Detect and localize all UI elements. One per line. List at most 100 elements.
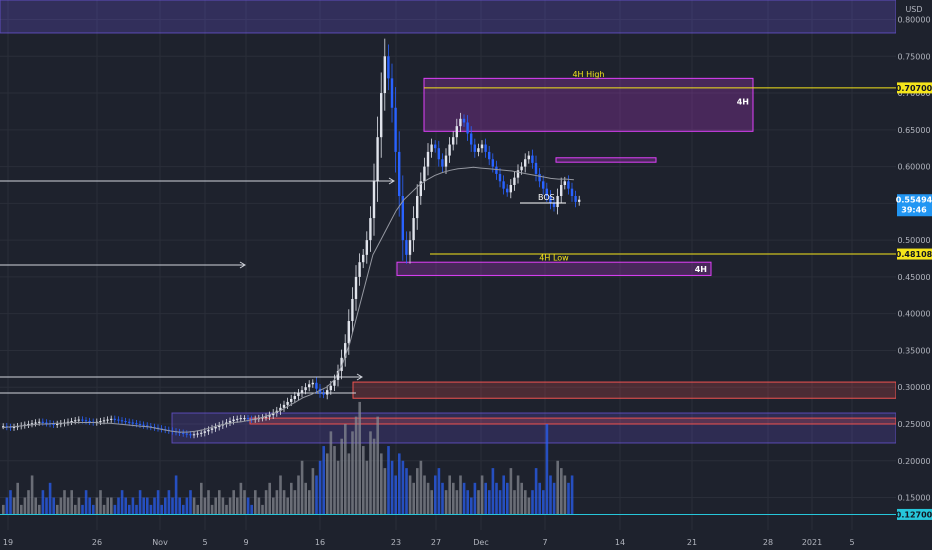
svg-text:0.55494: 0.55494 (896, 196, 932, 205)
candle (196, 433, 199, 435)
volume-bar (207, 490, 210, 515)
candle (99, 421, 102, 423)
volume-bar (5, 497, 9, 515)
volume-bar (531, 490, 534, 515)
candle (185, 433, 188, 435)
candle (336, 371, 340, 380)
zone-3 (352, 381, 897, 399)
candle (538, 173, 541, 182)
volume-bar (171, 497, 174, 515)
volume-bar (336, 460, 340, 515)
time-tick-5: 16 (315, 538, 325, 547)
volume-bar (524, 490, 527, 515)
volume-bar (74, 504, 77, 515)
candle (513, 177, 516, 185)
candle (545, 188, 548, 197)
candle (113, 418, 116, 420)
candle (9, 426, 12, 428)
candle (192, 434, 196, 436)
candle (516, 170, 520, 178)
candle (358, 262, 361, 277)
volume-bar (142, 497, 145, 515)
candle (534, 162, 538, 174)
candle (556, 196, 559, 208)
candle (416, 196, 419, 219)
candle (300, 390, 304, 394)
price-tick-10: 0.30000 (897, 383, 930, 392)
volume-bar (149, 504, 153, 515)
candle (12, 426, 16, 428)
volume-bar (264, 490, 268, 515)
candle (470, 133, 473, 145)
candle (354, 276, 358, 299)
volume-bar (398, 453, 401, 515)
candle (423, 166, 426, 182)
high-badge: 0.70700 (896, 82, 932, 94)
candle (394, 107, 397, 152)
volume-bar (513, 490, 516, 515)
volume-bar (138, 490, 142, 515)
candle (405, 240, 408, 255)
candle (239, 418, 242, 420)
zones: 4H High 4H 4H Low 4H (249, 70, 897, 425)
candle (282, 404, 286, 408)
candle (102, 420, 106, 422)
volume-bar (160, 504, 163, 515)
volume-bar (182, 504, 185, 515)
time-tick-10: 14 (615, 538, 625, 547)
volume-bar (434, 475, 437, 515)
volume-bar (167, 490, 171, 515)
svg-text:0.48108: 0.48108 (896, 250, 932, 259)
volume-bar (59, 497, 63, 515)
svg-text:0.70700: 0.70700 (896, 84, 932, 93)
volume-bar (405, 468, 408, 515)
volume-bar (455, 490, 459, 515)
candle (542, 181, 545, 189)
bos-label: BOS (538, 193, 555, 202)
volume-bar (275, 490, 279, 515)
zone-0 (423, 77, 754, 132)
time-tick-7: 27 (431, 538, 441, 547)
volume-bar (527, 497, 531, 515)
volume-bar (462, 482, 466, 515)
volume-bar (84, 490, 88, 515)
countdown-label: 39:46 (901, 206, 927, 215)
volume-bar (106, 497, 109, 515)
volume-bar (228, 497, 232, 515)
candle (347, 321, 350, 344)
volume-bar (41, 490, 45, 515)
candle (372, 181, 376, 219)
volume-bar (210, 504, 214, 515)
candle (520, 166, 523, 171)
volume-bar (203, 497, 207, 515)
candle (250, 418, 253, 420)
accumulation-zone (171, 412, 897, 444)
volume-bar (48, 482, 52, 515)
time-tick-13: 2021 (802, 538, 822, 547)
time-axis[interactable] (0, 530, 896, 550)
zone-2 (555, 157, 657, 163)
volume-bar (516, 475, 520, 515)
volume-bar (358, 401, 361, 515)
volume-bar (286, 497, 289, 515)
volume-bar (2, 504, 5, 515)
candle (444, 155, 448, 167)
volume-bar (99, 490, 102, 515)
candle (293, 396, 296, 399)
candle (574, 196, 577, 202)
volume-bar (243, 490, 246, 515)
time-tick-8: Dec (473, 538, 488, 547)
volume-bar (412, 482, 415, 515)
volume-bar (174, 475, 178, 515)
volume-bar (484, 482, 487, 515)
moving-average-line (1, 166, 574, 433)
zone-label-0: 4H High (572, 70, 604, 79)
candle (495, 166, 498, 174)
candle (552, 203, 556, 208)
candle (214, 426, 217, 429)
candle (560, 184, 563, 197)
candle (419, 181, 422, 197)
volume-bar (362, 446, 365, 515)
candle (480, 144, 484, 149)
